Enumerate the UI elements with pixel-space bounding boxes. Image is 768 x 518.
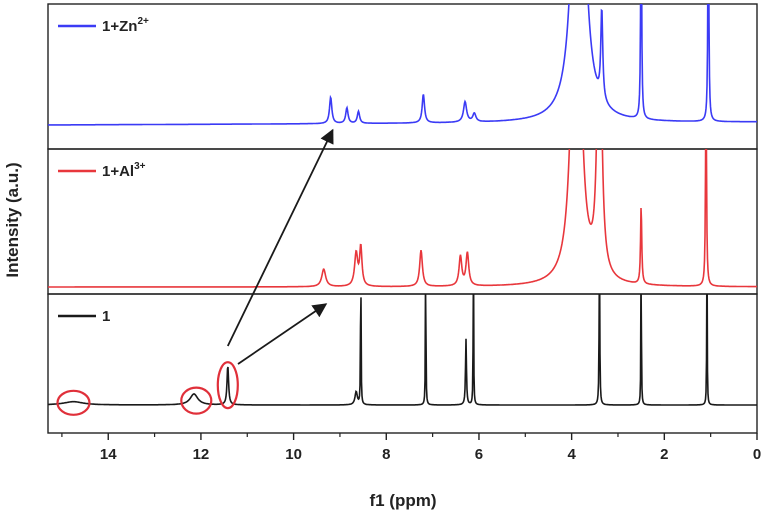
- x-axis: 14 12 10 8 6 4 2 0: [61, 433, 761, 463]
- legend-label-2: 1: [102, 308, 110, 325]
- legend-label-sup-1: 3+: [134, 161, 146, 172]
- highlight-circle-1: [180, 386, 213, 415]
- shift-arrow-1: [237, 303, 328, 365]
- panel-frame-0: [47, 3, 758, 150]
- spectrum-line-1: [48, 149, 757, 288]
- y-axis-title: Intensity (a.u.): [3, 162, 22, 277]
- x-tick-label-6: 2: [660, 446, 668, 463]
- legend-label-sup-0: 2+: [137, 16, 149, 27]
- panels: [47, 3, 758, 434]
- panel-frame-1: [47, 148, 758, 295]
- x-tick-label-0: 14: [100, 446, 117, 463]
- x-tick-label-3: 8: [382, 446, 390, 463]
- plot-layer: [48, 4, 757, 406]
- legend-label-0: 1+Zn2+: [102, 16, 149, 35]
- spectrum-line-0: [48, 4, 757, 126]
- highlight-circle-2: [216, 361, 239, 410]
- spectrum-line-2: [48, 294, 757, 406]
- x-tick-label-4: 6: [475, 446, 483, 463]
- x-tick-label-7: 0: [753, 446, 761, 463]
- annotations: [56, 128, 334, 416]
- x-tick-label-5: 4: [567, 446, 576, 463]
- x-tick-label-1: 12: [193, 446, 210, 463]
- shift-arrow-0: [226, 128, 334, 347]
- legend: 1+Zn2+ 1+Al3+ 1: [58, 16, 149, 325]
- panel-frame-2: [47, 293, 758, 434]
- x-axis-title: f1 (ppm): [369, 491, 436, 510]
- legend-label-1: 1+Al3+: [102, 161, 146, 180]
- x-tick-label-2: 10: [285, 446, 302, 463]
- highlight-circle-0: [56, 389, 91, 416]
